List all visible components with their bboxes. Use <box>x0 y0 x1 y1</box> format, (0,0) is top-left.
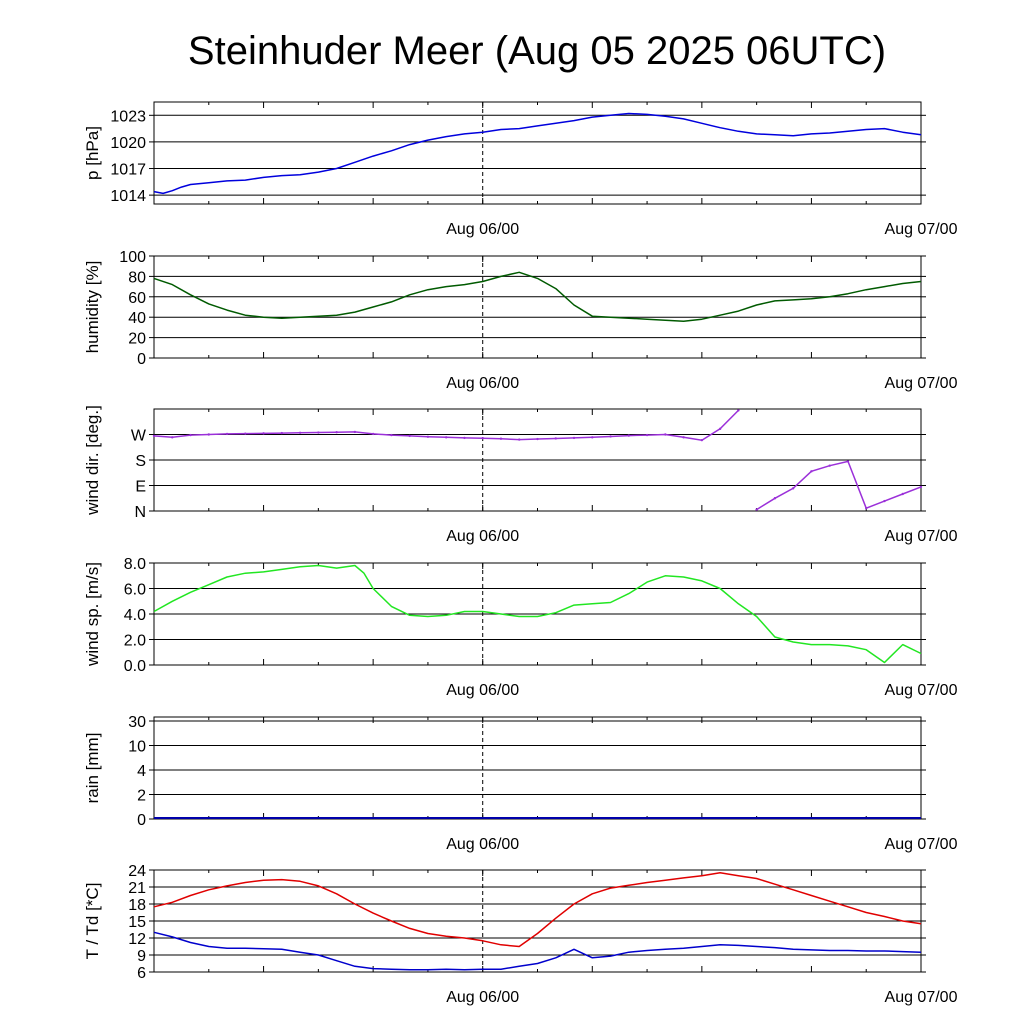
chart-title: Steinhuder Meer (Aug 05 2025 06UTC) <box>188 29 886 73</box>
y-tick-label: 60 <box>128 290 146 307</box>
x-tick-label: Aug 07/00 <box>885 528 958 545</box>
plot-frame <box>153 716 922 820</box>
y-tick-label: W <box>131 428 147 445</box>
x-tick-label: Aug 07/00 <box>885 682 958 699</box>
y-tick-label: 4.0 <box>124 607 146 624</box>
y-tick-label: 1020 <box>110 135 146 152</box>
y-tick-label: 6.0 <box>124 582 146 599</box>
y-axis-label: p [hPa] <box>83 126 102 180</box>
wind-dir-trace <box>756 460 922 511</box>
y-tick-label: 4 <box>137 763 146 780</box>
pressure-line <box>153 112 922 195</box>
y-tick-label: E <box>135 479 146 496</box>
x-tick-label: Aug 06/00 <box>446 221 519 238</box>
y-tick-label: 15 <box>128 914 146 931</box>
y-axis-label: rain [mm] <box>83 733 102 804</box>
y-tick-label: 80 <box>128 269 146 286</box>
y-tick-label: 9 <box>137 948 146 965</box>
y-tick-label: 100 <box>119 249 146 266</box>
y-tick-label: 40 <box>128 310 146 327</box>
y-axis-label: wind dir. [deg.] <box>83 405 102 516</box>
temperature-line <box>153 872 922 948</box>
x-tick-label: Aug 06/00 <box>446 989 519 1006</box>
y-tick-label: 20 <box>128 331 146 348</box>
wind-dir-trace <box>153 409 739 441</box>
panel-wind-speed: 0.0 2.0 4.0 6.0 8.0 Aug 06/00 Aug 07/00 wind sp… <box>83 556 958 699</box>
y-tick-label: 1017 <box>110 162 146 179</box>
panel-pressure: 1014 1017 1020 1023 Aug 06/00 Aug 07/00 p [hPa… <box>83 101 958 238</box>
y-tick-label: 2 <box>137 788 146 805</box>
y-tick-label: 0 <box>137 351 146 368</box>
x-tick-label: Aug 06/00 <box>446 528 519 545</box>
x-tick-label: Aug 06/00 <box>446 682 519 699</box>
x-tick-label: Aug 07/00 <box>885 221 958 238</box>
y-tick-label: 0.0 <box>124 658 146 675</box>
x-tick-label: Aug 07/00 <box>885 989 958 1006</box>
y-tick-label: 6 <box>137 965 146 982</box>
y-tick-label: 21 <box>128 880 146 897</box>
y-tick-label: 12 <box>128 931 146 948</box>
y-axis-label: T / Td [*C] <box>83 883 102 960</box>
y-tick-label: 30 <box>128 714 146 731</box>
x-tick-label: Aug 06/00 <box>446 375 519 392</box>
y-axis-label: wind sp. [m/s] <box>83 562 102 667</box>
y-tick-label: 0 <box>137 812 146 829</box>
y-tick-label: 2.0 <box>124 633 146 650</box>
panel-humidity: 0 20 40 60 80 100 Aug 06/00 Aug 07/00 humidity [… <box>83 249 958 392</box>
y-tick-label: 10 <box>128 739 146 756</box>
y-tick-label: 18 <box>128 897 146 914</box>
plot-frame <box>153 101 922 205</box>
y-tick-label: 8.0 <box>124 556 146 573</box>
dewpoint-line <box>153 931 922 971</box>
panel-rain: 0 2 4 10 30 Aug 06/00 Aug 07/00 rain [mm] <box>83 714 958 853</box>
x-tick-label: Aug 07/00 <box>885 836 958 853</box>
y-tick-label: 1023 <box>110 108 146 125</box>
y-tick-label: N <box>134 504 146 521</box>
y-axis-label: humidity [%] <box>83 261 102 354</box>
y-tick-label: 24 <box>128 863 146 880</box>
y-tick-label: S <box>135 453 146 470</box>
x-tick-label: Aug 06/00 <box>446 836 519 853</box>
plot-frame <box>153 255 922 359</box>
y-tick-label: 1014 <box>110 188 146 205</box>
humidity-line <box>153 271 922 323</box>
x-tick-label: Aug 07/00 <box>885 375 958 392</box>
wind-speed-line <box>153 564 922 664</box>
